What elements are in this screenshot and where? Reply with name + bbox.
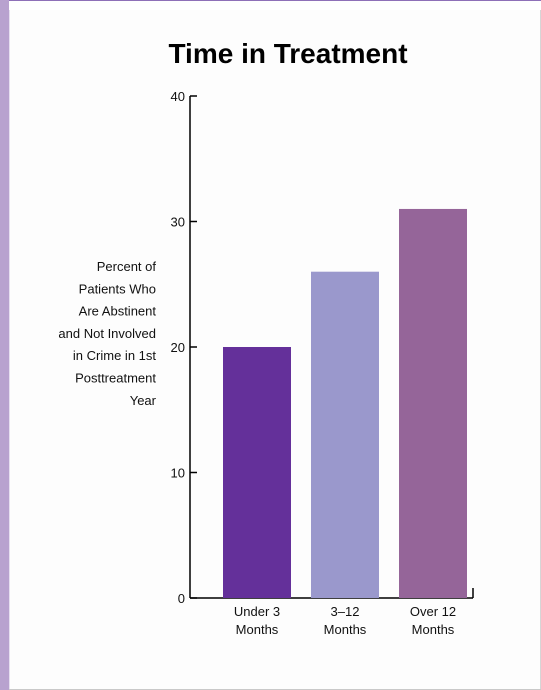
- y-tick-label: 30: [171, 215, 185, 230]
- y-axis-label-line: Are Abstinent: [79, 304, 157, 319]
- y-axis-label-line: Posttreatment: [75, 371, 156, 386]
- bar: [399, 208, 467, 598]
- x-category-label: 3–12: [331, 604, 360, 619]
- frame-inner-line: [9, 10, 10, 690]
- y-tick-labels: 0 10 20 30 40: [171, 89, 185, 606]
- x-category-label: Months: [324, 622, 367, 637]
- y-axis-label-line: Patients Who: [79, 281, 156, 296]
- y-axis-label-line: Percent of: [97, 259, 157, 274]
- x-category-label: Months: [236, 622, 279, 637]
- bar: [311, 271, 379, 598]
- y-axis-label-line: and Not Involved: [58, 326, 156, 341]
- frame-left-border: [0, 0, 9, 690]
- y-axis-label-line: Year: [130, 393, 157, 408]
- frame-top-border: [0, 0, 541, 10]
- x-category-label: Under 3: [234, 604, 280, 619]
- chart-title: Time in Treatment: [168, 38, 407, 69]
- bar: [223, 347, 291, 598]
- y-axis-label-line: in Crime in 1st: [73, 348, 156, 363]
- y-tick-label: 20: [171, 340, 185, 355]
- x-category-label: Over 12: [410, 604, 456, 619]
- chart-bars: [223, 208, 467, 598]
- y-axis-label: Percent of Patients Who Are Abstinent and N…: [58, 259, 156, 408]
- y-tick-label: 10: [171, 466, 185, 481]
- y-tick-label: 0: [178, 591, 185, 606]
- x-category-label: Months: [412, 622, 455, 637]
- x-category-labels: Under 3 Months 3–12 Months Over 12 Months: [234, 604, 456, 637]
- y-tick-label: 40: [171, 89, 185, 104]
